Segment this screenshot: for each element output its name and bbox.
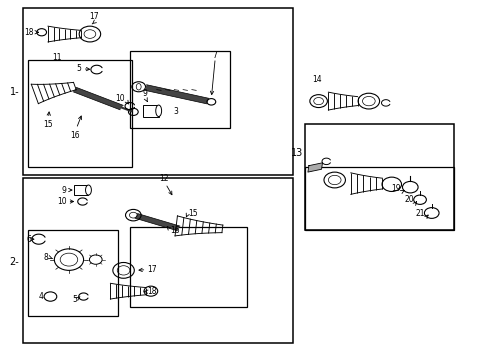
- Bar: [130, 226, 246, 307]
- Bar: [27, 60, 132, 167]
- Bar: [74, 185, 88, 195]
- Text: 15: 15: [43, 120, 53, 129]
- Polygon shape: [73, 87, 123, 110]
- Text: 12: 12: [159, 174, 168, 183]
- Text: 3: 3: [173, 107, 178, 116]
- Bar: [27, 230, 118, 316]
- Text: 4: 4: [39, 292, 43, 301]
- Bar: [305, 167, 453, 230]
- Bar: [130, 51, 229, 128]
- Bar: [143, 105, 158, 117]
- Text: 16: 16: [170, 226, 180, 235]
- Text: 21: 21: [415, 209, 424, 218]
- Bar: [22, 8, 293, 175]
- Text: 17: 17: [147, 265, 156, 274]
- Polygon shape: [135, 213, 180, 231]
- Ellipse shape: [156, 105, 161, 117]
- Text: 7: 7: [212, 51, 217, 60]
- Text: 11: 11: [52, 53, 61, 62]
- Ellipse shape: [85, 185, 91, 195]
- Text: 13: 13: [290, 148, 303, 158]
- Text: 19: 19: [390, 184, 400, 193]
- Text: 6: 6: [26, 235, 31, 244]
- Text: 10: 10: [57, 197, 66, 206]
- Polygon shape: [307, 163, 322, 172]
- Text: 5: 5: [72, 294, 77, 303]
- Text: 18: 18: [147, 287, 156, 296]
- Text: 2-: 2-: [9, 257, 19, 267]
- Text: 14: 14: [311, 75, 321, 84]
- Text: 10: 10: [115, 94, 125, 103]
- Text: 16: 16: [70, 131, 80, 140]
- Text: 15: 15: [188, 209, 198, 218]
- Text: 18: 18: [24, 28, 34, 37]
- Text: 9: 9: [61, 185, 66, 194]
- Bar: [22, 178, 293, 343]
- Text: 8: 8: [43, 253, 48, 262]
- Text: 5: 5: [76, 64, 81, 73]
- Text: 20: 20: [403, 195, 413, 204]
- Bar: [305, 125, 453, 230]
- Text: 1-: 1-: [9, 87, 19, 97]
- Text: 17: 17: [89, 13, 99, 22]
- Text: 9: 9: [142, 89, 147, 98]
- Polygon shape: [144, 85, 208, 104]
